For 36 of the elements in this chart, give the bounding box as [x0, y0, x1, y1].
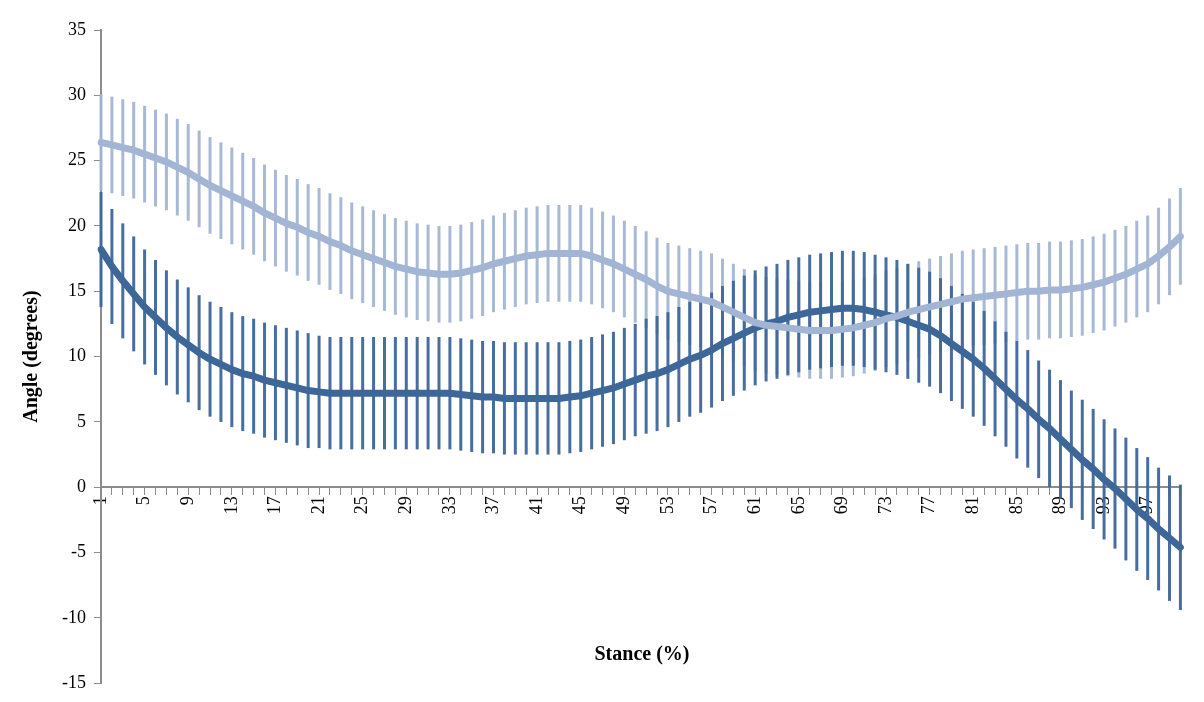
y-tick-label: 20	[67, 214, 86, 235]
y-tick-label: 30	[67, 84, 86, 105]
y-tick-label: 15	[67, 280, 86, 301]
y-tick-label: 5	[76, 410, 86, 431]
x-tick-label: 9	[176, 496, 197, 506]
x-tick-label: 57	[700, 496, 721, 515]
x-tick-label: 53	[656, 496, 677, 515]
x-tick-label: 37	[482, 496, 503, 515]
x-tick-label: 5	[133, 496, 154, 506]
x-tick-label: 25	[351, 496, 372, 515]
x-tick-label: 69	[831, 496, 852, 515]
y-tick-label: -5	[70, 541, 86, 562]
y-axis-title: Angle (degrees)	[19, 290, 43, 423]
x-tick-label: 41	[525, 496, 546, 515]
y-tick-label: 35	[67, 18, 86, 39]
x-axis-title: Stance (%)	[593, 642, 691, 665]
x-tick-label: 85	[1005, 496, 1026, 515]
x-tick-label: 33	[438, 496, 459, 515]
x-tick-label: 21	[307, 496, 328, 515]
x-tick-label: 93	[1092, 496, 1113, 515]
y-tick-label: 25	[67, 149, 86, 170]
y-tick-label: -10	[61, 606, 86, 627]
x-tick-label: 13	[220, 496, 241, 515]
x-tick-label: 17	[264, 496, 285, 515]
y-tick-label: -15	[61, 671, 86, 692]
x-tick-label: 29	[395, 496, 416, 515]
x-tick-label: 65	[787, 496, 808, 515]
x-tick-label: 81	[961, 496, 982, 515]
x-tick-label: 49	[613, 496, 634, 515]
x-tick-label: 89	[1049, 496, 1070, 515]
x-tick-label: 77	[918, 496, 939, 515]
x-tick-label: 73	[874, 496, 895, 515]
y-tick-label: 10	[67, 345, 86, 366]
x-tick-label: 61	[743, 496, 764, 515]
y-tick-label: 0	[76, 475, 86, 496]
x-tick-label: 45	[569, 496, 590, 515]
